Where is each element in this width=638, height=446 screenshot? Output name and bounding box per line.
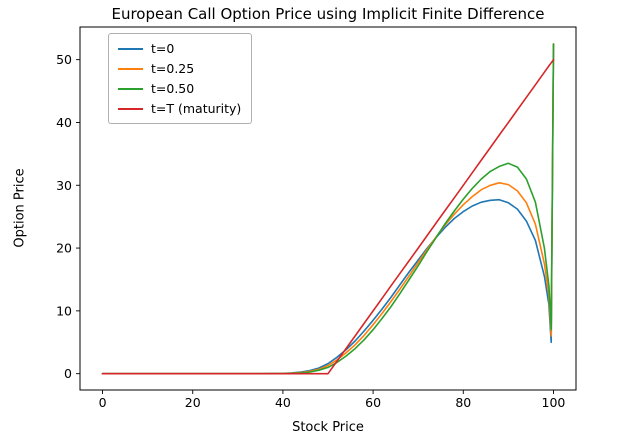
legend-line-sample <box>118 47 143 50</box>
legend-label: t=0.50 <box>151 81 195 96</box>
legend-entry-1: t=0.25 <box>118 61 241 76</box>
y-tick-label: 20 <box>56 241 72 256</box>
y-axis-label: Option Price <box>12 168 28 248</box>
legend-label: t=0 <box>151 41 175 56</box>
x-tick-label: 40 <box>275 395 291 410</box>
legend: t=0 t=0.25 t=0.50 t=T (maturity) <box>108 33 253 124</box>
chart-title: European Call Option Price using Implici… <box>111 5 545 23</box>
x-tick-label: 0 <box>99 395 107 410</box>
legend-line-sample <box>118 87 143 90</box>
x-tick-label: 20 <box>185 395 201 410</box>
x-tick-label: 60 <box>365 395 381 410</box>
y-tick-label: 50 <box>56 52 72 67</box>
legend-entry-3: t=T (maturity) <box>118 101 241 116</box>
x-axis-label: Stock Price <box>292 420 364 435</box>
y-tick-label: 40 <box>56 115 72 130</box>
y-tick-label: 10 <box>56 303 72 318</box>
legend-entry-2: t=0.50 <box>118 81 241 96</box>
legend-line-sample <box>118 107 143 110</box>
y-tick-label: 30 <box>56 178 72 193</box>
legend-label: t=T (maturity) <box>151 101 242 116</box>
axes-frame <box>79 26 577 391</box>
legend-label: t=0.25 <box>151 61 195 76</box>
series-line-3 <box>101 58 555 375</box>
x-tick-label: 100 <box>542 395 566 410</box>
x-tick-label: 80 <box>455 395 471 410</box>
y-tick-label: 0 <box>64 366 72 381</box>
legend-line-sample <box>118 67 143 70</box>
legend-entry-0: t=0 <box>118 41 241 56</box>
